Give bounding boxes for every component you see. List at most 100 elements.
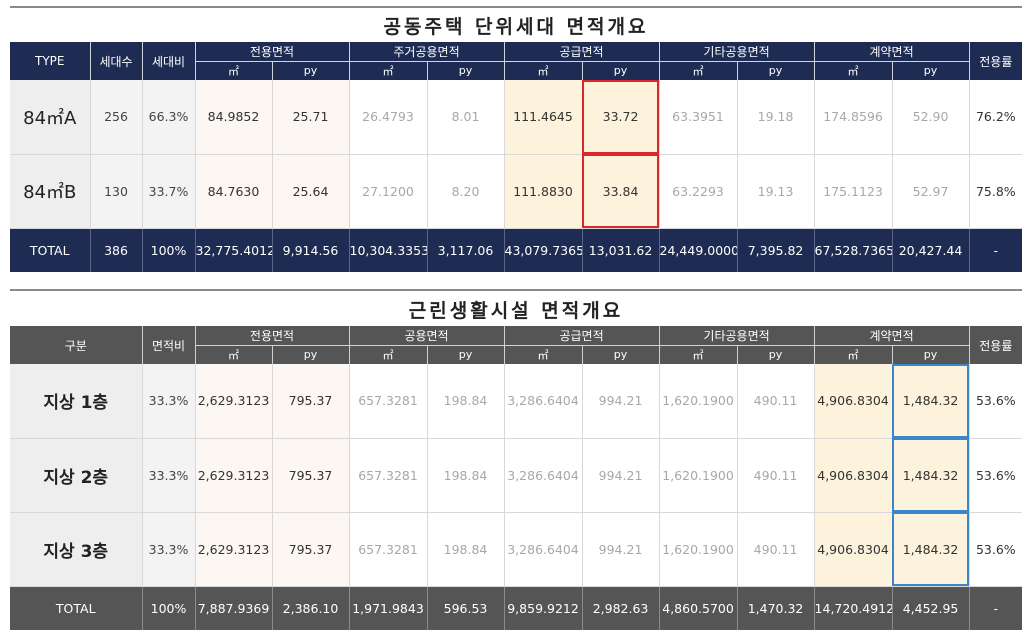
unit-sqm: ㎡ (504, 60, 583, 80)
unit-sqm: ㎡ (814, 344, 893, 364)
total-common-sqm: 1,971.9843 (349, 586, 428, 630)
total-row: TOTAL 100% 7,887.9369 2,386.10 1,971.984… (10, 586, 1023, 630)
retail-area-table: 구분 면적비 전용면적 공용면적 공급면적 기타공용면적 계약면적 전용률 ㎡ … (10, 326, 1023, 630)
header-contract: 계약면적 (814, 42, 970, 61)
table-row: 지상 1층 33.3% 2,629.3123 795.37 657.3281 1… (10, 364, 1023, 439)
unit-sqm: ㎡ (195, 344, 273, 364)
total-supply-sqm: 43,079.7365 (504, 228, 583, 272)
residential-common-sqm-cell: 27.1200 (349, 154, 428, 229)
table-row: 지상 2층 33.3% 2,629.3123 795.37 657.3281 1… (10, 438, 1023, 513)
other-common-sqm-cell: 1,620.1900 (659, 364, 738, 439)
exclusive-sqm-cell: 84.7630 (195, 154, 273, 229)
floor-cell: 지상 1층 (10, 364, 143, 439)
total-ratio: 100% (142, 228, 196, 272)
other-common-sqm-cell: 1,620.1900 (659, 512, 738, 587)
residential-common-sqm-cell: 26.4793 (349, 80, 428, 155)
header-contract: 계약면적 (814, 326, 970, 345)
exclusive-py-cell: 795.37 (272, 512, 350, 587)
ratio-cell: 33.7% (142, 154, 196, 229)
total-supply-sqm: 9,859.9212 (504, 586, 583, 630)
common-sqm-cell: 657.3281 (349, 512, 428, 587)
unit-sqm: ㎡ (195, 60, 273, 80)
common-py-cell: 198.84 (427, 364, 505, 439)
contract-py-cell: 1,484.32 (892, 364, 970, 439)
exclusive-py-cell: 795.37 (272, 364, 350, 439)
supply-py-cell: 994.21 (582, 364, 660, 439)
total-residential-common-py: 3,117.06 (427, 228, 505, 272)
residential-common-py-cell: 8.01 (427, 80, 505, 155)
unit-py: py (892, 344, 970, 364)
supply-py-cell: 994.21 (582, 438, 660, 513)
ratio-cell: 66.3% (142, 80, 196, 155)
supply-sqm-cell: 111.4645 (504, 80, 583, 155)
units-cell: 130 (90, 154, 143, 229)
table-row: 지상 3층 33.3% 2,629.3123 795.37 657.3281 1… (10, 512, 1023, 587)
total-other-common-py: 7,395.82 (737, 228, 815, 272)
header-units: 세대수 (90, 42, 143, 80)
header-common: 공용면적 (349, 326, 505, 345)
other-common-sqm-cell: 63.2293 (659, 154, 738, 229)
header-type: TYPE (10, 42, 91, 80)
table-row: 84㎡A 256 66.3% 84.9852 25.71 26.4793 8.0… (10, 80, 1023, 155)
total-row: TOTAL 386 100% 32,775.4012 9,914.56 10,3… (10, 228, 1023, 272)
exclusive-py-cell: 25.64 (272, 154, 350, 229)
other-common-py-cell: 19.13 (737, 154, 815, 229)
header-other-common: 기타공용면적 (659, 326, 815, 345)
unit-py: py (582, 60, 660, 80)
floor-cell: 지상 3층 (10, 512, 143, 587)
unit-py: py (272, 344, 350, 364)
total-exclusive-py: 2,386.10 (272, 586, 350, 630)
unit-py: py (582, 344, 660, 364)
total-supply-py: 13,031.62 (582, 228, 660, 272)
supply-py-cell: 33.72 (582, 80, 660, 155)
area-ratio-cell: 33.3% (142, 438, 196, 513)
floor-cell: 지상 2층 (10, 438, 143, 513)
exclusive-rate-cell: 53.6% (969, 512, 1023, 587)
exclusive-sqm-cell: 2,629.3123 (195, 512, 273, 587)
type-cell: 84㎡A (10, 80, 91, 155)
other-common-py-cell: 19.18 (737, 80, 815, 155)
exclusive-rate-cell: 76.2% (969, 80, 1023, 155)
type-cell: 84㎡B (10, 154, 91, 229)
supply-py-cell: 33.84 (582, 154, 660, 229)
exclusive-sqm-cell: 84.9852 (195, 80, 273, 155)
unit-sqm: ㎡ (814, 60, 893, 80)
unit-sqm: ㎡ (659, 60, 738, 80)
top-rule (10, 6, 1022, 8)
other-common-py-cell: 490.11 (737, 438, 815, 513)
supply-sqm-cell: 111.8830 (504, 154, 583, 229)
unit-py: py (427, 344, 505, 364)
supply-sqm-cell: 3,286.6404 (504, 438, 583, 513)
exclusive-py-cell: 25.71 (272, 80, 350, 155)
header-supply: 공급면적 (504, 42, 660, 61)
header-exclusive: 전용면적 (195, 42, 350, 61)
total-other-common-py: 1,470.32 (737, 586, 815, 630)
header-exclusive: 전용면적 (195, 326, 350, 345)
housing-area-table: TYPE 세대수 세대비 전용면적 주거공용면적 공급면적 기타공용면적 계약면… (10, 42, 1023, 272)
header-other-common: 기타공용면적 (659, 42, 815, 61)
contract-sqm-cell: 175.1123 (814, 154, 893, 229)
area-ratio-cell: 33.3% (142, 364, 196, 439)
exclusive-rate-cell: 53.6% (969, 364, 1023, 439)
unit-sqm: ㎡ (504, 344, 583, 364)
unit-py: py (427, 60, 505, 80)
other-common-py-cell: 490.11 (737, 364, 815, 439)
unit-py: py (737, 344, 815, 364)
common-sqm-cell: 657.3281 (349, 364, 428, 439)
total-contract-py: 4,452.95 (892, 586, 970, 630)
supply-py-cell: 994.21 (582, 512, 660, 587)
common-sqm-cell: 657.3281 (349, 438, 428, 513)
total-other-common-sqm: 24,449.0000 (659, 228, 738, 272)
contract-sqm-cell: 4,906.8304 (814, 512, 893, 587)
supply-sqm-cell: 3,286.6404 (504, 364, 583, 439)
total-label: TOTAL (10, 586, 143, 630)
unit-py: py (892, 60, 970, 80)
units-cell: 256 (90, 80, 143, 155)
other-common-py-cell: 490.11 (737, 512, 815, 587)
contract-py-cell: 52.90 (892, 80, 970, 155)
contract-sqm-cell: 4,906.8304 (814, 438, 893, 513)
exclusive-sqm-cell: 2,629.3123 (195, 364, 273, 439)
exclusive-rate-cell: 53.6% (969, 438, 1023, 513)
total-exclusive-rate: - (969, 228, 1023, 272)
